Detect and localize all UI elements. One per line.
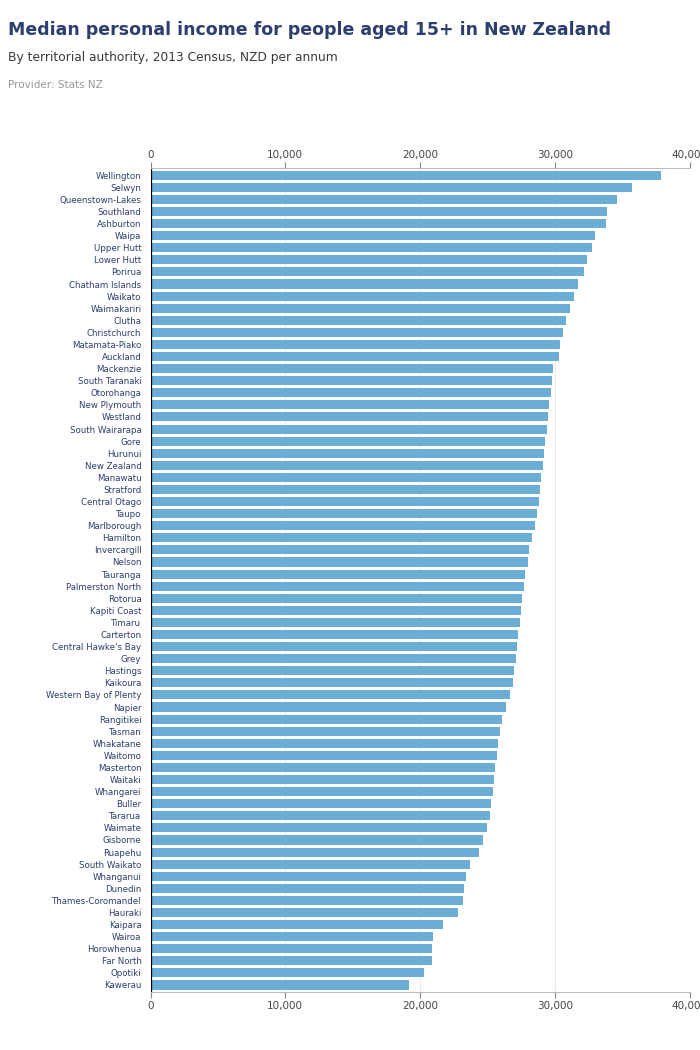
Bar bbox=[150, 799, 491, 808]
Bar bbox=[150, 268, 584, 276]
Text: figure.nz: figure.nz bbox=[585, 14, 659, 29]
Bar bbox=[150, 812, 490, 820]
Bar bbox=[150, 279, 578, 289]
Bar bbox=[150, 981, 410, 989]
Bar bbox=[150, 847, 480, 857]
Bar bbox=[150, 667, 514, 675]
Bar bbox=[150, 413, 548, 421]
Bar bbox=[150, 521, 535, 530]
Bar bbox=[150, 376, 552, 385]
Bar bbox=[150, 630, 519, 639]
Text: Median personal income for people aged 15+ in New Zealand: Median personal income for people aged 1… bbox=[8, 21, 612, 39]
Text: By territorial authority, 2013 Census, NZD per annum: By territorial authority, 2013 Census, N… bbox=[8, 51, 338, 64]
Bar bbox=[150, 461, 542, 469]
Bar bbox=[150, 437, 545, 445]
Bar bbox=[150, 727, 500, 736]
Bar bbox=[150, 195, 617, 204]
Bar bbox=[150, 957, 432, 965]
Bar bbox=[150, 691, 510, 699]
Bar bbox=[150, 654, 516, 664]
Bar bbox=[150, 352, 559, 361]
Bar bbox=[150, 908, 458, 917]
Bar bbox=[150, 860, 470, 868]
Bar bbox=[150, 836, 483, 844]
Bar bbox=[150, 219, 606, 228]
Bar bbox=[150, 702, 506, 712]
Bar bbox=[150, 231, 595, 240]
Bar bbox=[150, 316, 566, 324]
Bar bbox=[150, 896, 463, 905]
Bar bbox=[150, 968, 424, 978]
Text: Provider: Stats NZ: Provider: Stats NZ bbox=[8, 80, 103, 90]
Bar bbox=[150, 763, 496, 772]
Bar bbox=[150, 388, 551, 397]
Bar bbox=[150, 569, 525, 579]
Bar bbox=[150, 509, 537, 519]
Bar bbox=[150, 303, 570, 313]
Bar bbox=[150, 183, 631, 192]
Bar bbox=[150, 932, 433, 941]
Bar bbox=[150, 364, 554, 373]
Bar bbox=[150, 788, 493, 796]
Bar bbox=[150, 739, 498, 748]
Bar bbox=[150, 678, 513, 688]
Bar bbox=[150, 606, 521, 615]
Bar bbox=[150, 642, 517, 651]
Bar bbox=[150, 328, 563, 337]
Bar bbox=[150, 823, 487, 833]
Bar bbox=[150, 872, 466, 881]
Bar bbox=[150, 533, 532, 543]
Bar bbox=[150, 920, 443, 929]
Bar bbox=[150, 255, 587, 265]
Bar bbox=[150, 424, 547, 434]
Bar bbox=[150, 715, 502, 723]
Bar bbox=[150, 448, 544, 458]
Bar bbox=[150, 340, 560, 349]
Bar bbox=[150, 472, 541, 482]
Bar bbox=[150, 751, 497, 760]
Bar bbox=[150, 545, 529, 554]
Bar bbox=[150, 207, 608, 216]
Bar bbox=[150, 775, 494, 784]
Bar bbox=[150, 944, 432, 953]
Bar bbox=[150, 497, 538, 506]
Bar bbox=[150, 400, 550, 410]
Bar bbox=[150, 244, 592, 252]
Bar bbox=[150, 593, 522, 603]
Bar bbox=[150, 485, 540, 494]
Bar bbox=[150, 558, 528, 567]
Bar bbox=[150, 617, 519, 627]
Bar bbox=[150, 292, 573, 300]
Bar bbox=[150, 582, 524, 591]
Bar bbox=[150, 884, 465, 892]
Bar bbox=[150, 171, 662, 180]
